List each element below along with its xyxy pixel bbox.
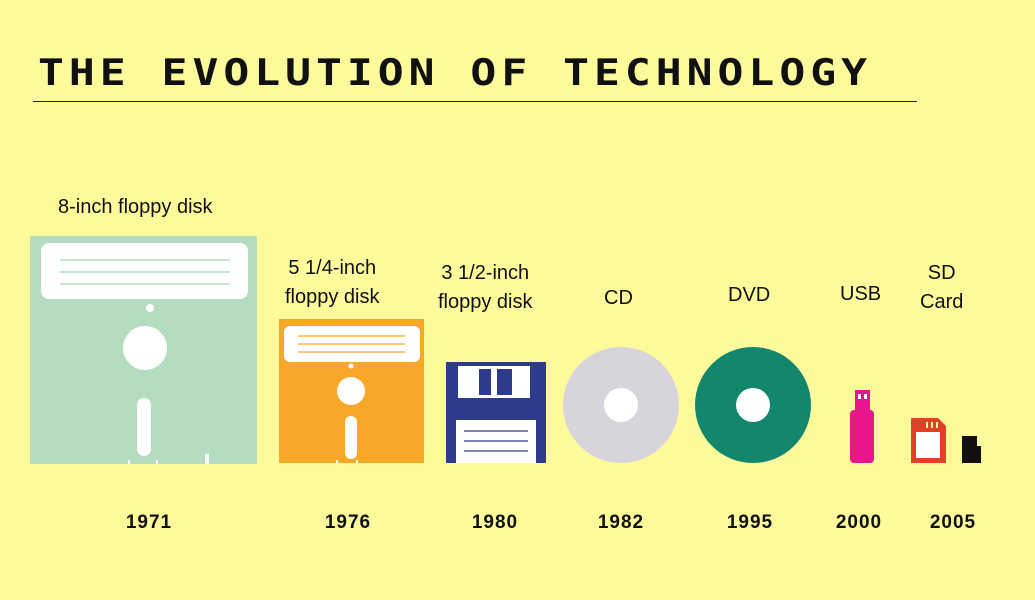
- page-title: THE EVOLUTION OF TECHNOLOGY: [38, 52, 872, 95]
- year-1976: 1976: [324, 512, 372, 533]
- year-1980: 1980: [471, 512, 519, 533]
- year-2005: 2005: [929, 512, 977, 533]
- three-inch-floppy-icon: [446, 362, 546, 463]
- usb-icon: [850, 390, 874, 463]
- label-5inch-floppy-line2: floppy disk: [285, 286, 380, 308]
- label-3inch-floppy: 3 1/2-inch floppy disk: [438, 259, 533, 317]
- sd-card-icon: [911, 418, 946, 463]
- label-sd-card-line2: Card: [920, 291, 964, 313]
- label-sd-card: SD Card: [920, 259, 963, 317]
- label-3inch-floppy-line1: 3 1/2-inch: [441, 262, 530, 284]
- year-2000: 2000: [835, 512, 883, 533]
- micro-sd-card-icon: [962, 436, 981, 463]
- label-5inch-floppy: 5 1/4-inch floppy disk: [285, 254, 380, 312]
- dvd-icon: [695, 347, 811, 463]
- year-1971: 1971: [125, 512, 173, 533]
- label-sd-card-line1: SD: [927, 262, 956, 284]
- label-dvd: DVD: [728, 284, 771, 306]
- eight-inch-floppy-icon: [30, 236, 257, 464]
- title-underline: [33, 101, 917, 102]
- label-5inch-floppy-line1: 5 1/4-inch: [288, 257, 377, 279]
- year-1982: 1982: [597, 512, 645, 533]
- label-8inch-floppy: 8-inch floppy disk: [58, 196, 213, 218]
- five-inch-floppy-icon: [279, 319, 424, 463]
- label-usb: USB: [840, 283, 882, 305]
- cd-icon: [563, 347, 679, 463]
- label-cd: CD: [604, 287, 633, 309]
- label-3inch-floppy-line2: floppy disk: [438, 291, 533, 313]
- year-1995: 1995: [726, 512, 774, 533]
